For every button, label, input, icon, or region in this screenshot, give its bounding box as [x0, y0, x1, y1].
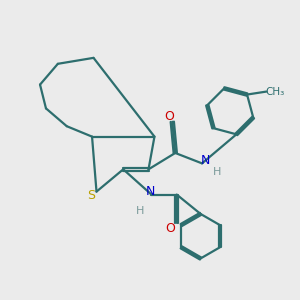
Text: O: O	[165, 222, 175, 235]
Text: N: N	[146, 185, 156, 198]
Text: H: H	[213, 167, 221, 177]
Text: S: S	[87, 189, 95, 202]
Text: N: N	[201, 154, 210, 167]
Text: O: O	[164, 110, 174, 123]
Text: H: H	[135, 206, 144, 216]
Text: CH₃: CH₃	[266, 87, 285, 97]
